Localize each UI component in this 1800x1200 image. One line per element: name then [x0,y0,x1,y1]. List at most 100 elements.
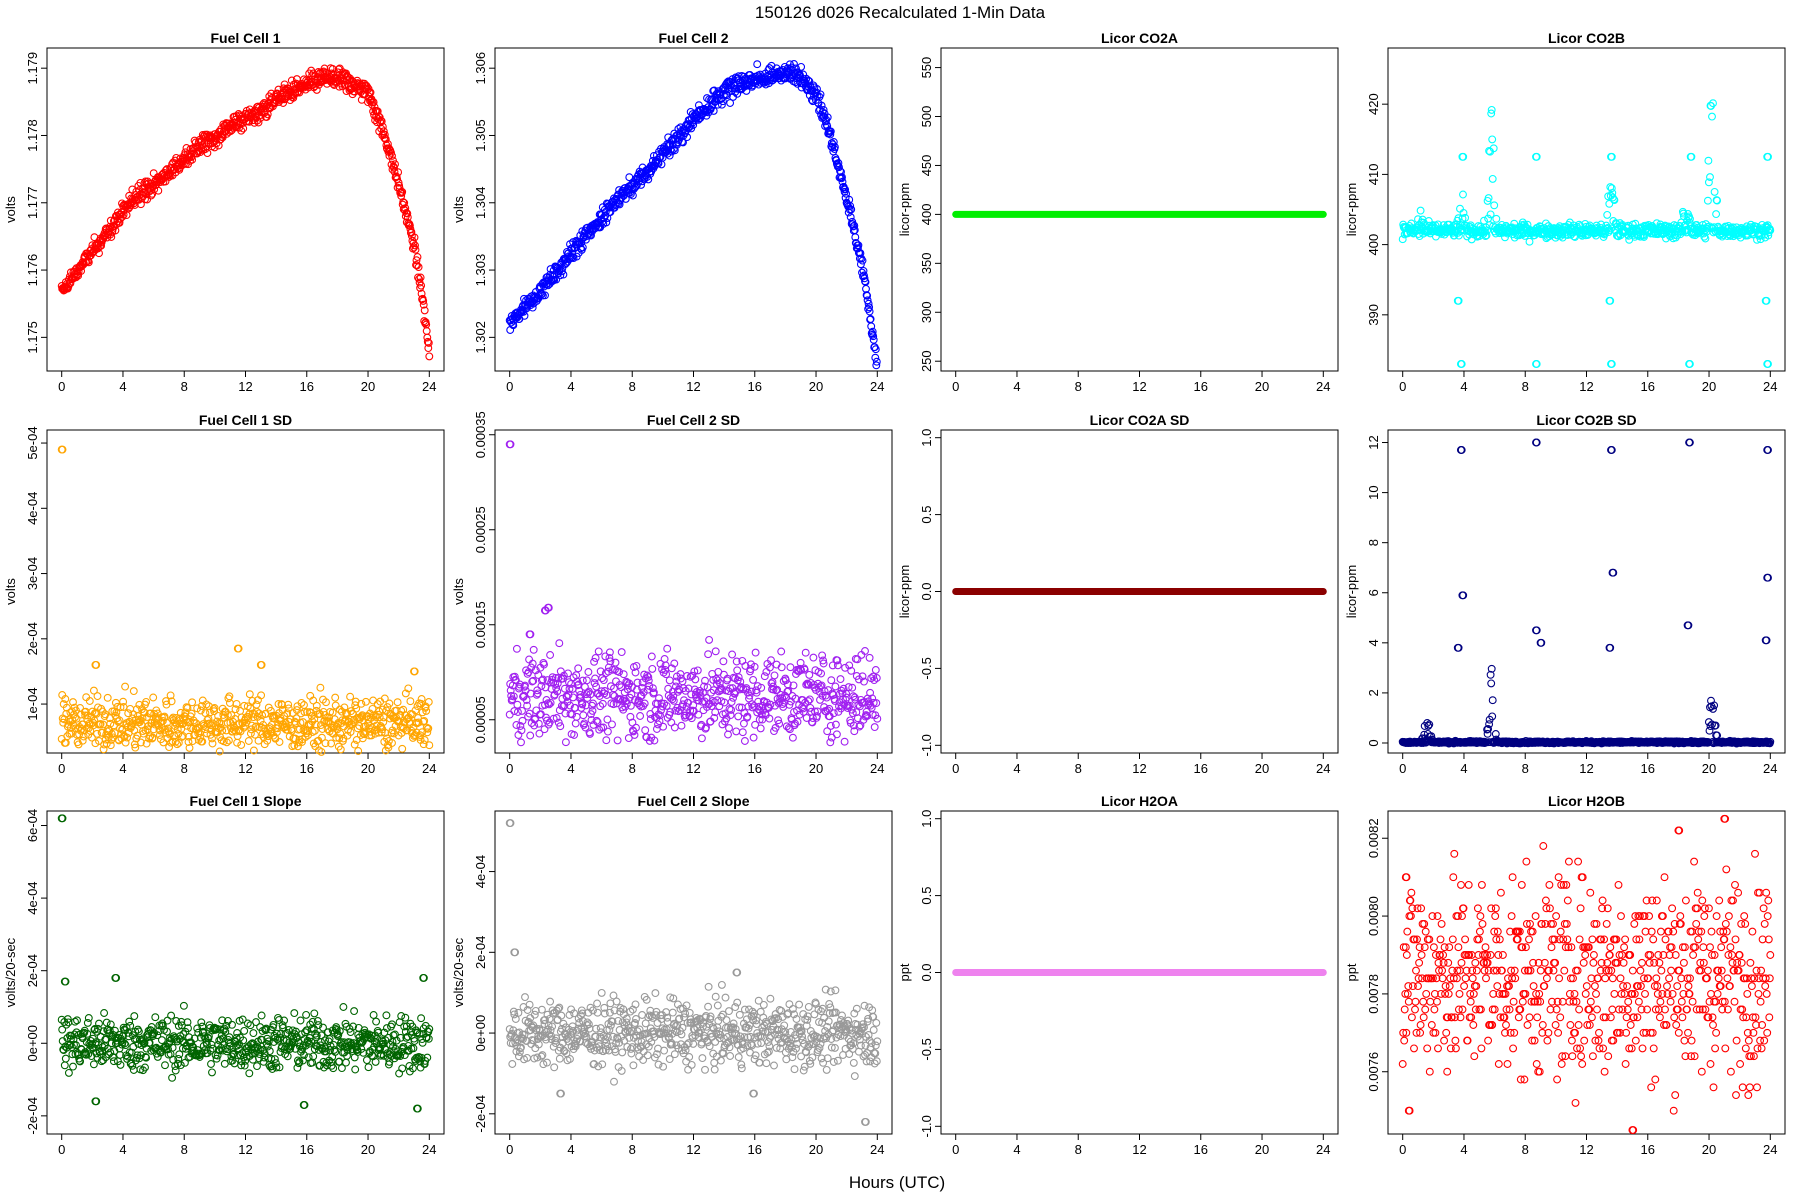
x-tick-label: 20 [361,761,375,776]
data-point [239,124,248,133]
data-point [143,725,152,734]
data-point [595,725,604,734]
data-point [1610,196,1619,205]
y-tick-label: 400 [919,204,934,226]
data-points [505,440,882,747]
data-point [148,189,157,198]
data-point [112,708,121,717]
data-point [865,307,874,316]
x-tick-label: 0 [952,379,959,394]
data-point [360,90,369,99]
data-point [835,163,843,172]
data-point [147,191,156,200]
data-point [72,706,80,715]
data-point [838,177,847,186]
data-point [532,706,541,715]
data-point [73,1016,81,1025]
data-point [1704,178,1713,187]
data-point [207,721,215,730]
panel-title: Licor CO2A SD [1090,412,1190,428]
data-point [842,189,851,198]
x-tick-label: 0 [952,761,959,776]
data-point [617,648,626,657]
x-tick-label: 4 [567,761,574,776]
data-point [243,702,252,711]
x-tick-label: 8 [1522,761,1529,776]
x-tick-label: 20 [1255,379,1269,394]
data-point [863,291,872,300]
data-point [734,712,743,721]
x-tick-label: 16 [1194,761,1208,776]
data-point [738,728,747,737]
data-point [854,241,863,250]
data-point [112,714,121,723]
y-tick-label: 0.00035 [473,411,488,458]
data-point [149,693,158,702]
x-tick-label: 20 [1702,379,1716,394]
data-point [850,221,859,230]
data-point [823,113,832,122]
data-point [667,718,676,727]
data-point [406,697,415,706]
data-point [711,647,720,656]
data-point [398,744,407,753]
data-point [96,720,104,729]
data-point [380,130,389,139]
data-point [1489,144,1498,153]
x-tick-label: 4 [119,379,126,394]
data-point [148,733,157,742]
data-point [728,650,737,659]
data-point [1678,227,1687,236]
data-point [740,737,749,745]
data-point [838,173,846,182]
data-point [636,712,645,720]
data-point [1525,237,1534,246]
data-point [69,1062,77,1071]
data-point [826,738,835,747]
data-point [717,94,726,103]
x-tick-label: 16 [1641,379,1655,394]
data-point [1603,223,1612,232]
data-point [182,703,191,712]
x-tick-label: 8 [1075,379,1082,394]
data-point [237,126,246,135]
panel-title: Licor CO2B SD [1536,412,1636,428]
data-point [151,1013,160,1022]
data-point [1607,152,1616,161]
data-point [732,727,741,736]
data-point [591,674,600,683]
y-axis-label: licor-ppm [897,183,912,236]
data-point [400,198,409,207]
data-point [869,335,878,344]
x-tick-label: 8 [1075,761,1082,776]
x-tick-label: 4 [1013,761,1020,776]
data-point [66,279,75,288]
data-point [83,711,92,720]
data-point [411,241,419,250]
figure-title: 150126 d026 Recalculated 1-Min Data [755,3,1046,22]
x-tick-label: 20 [1702,761,1716,776]
data-point [1416,206,1425,215]
data-point [412,256,421,265]
data-point [196,733,205,742]
x-tick-label: 24 [1763,761,1777,776]
data-point [417,289,426,298]
data-point [733,89,742,98]
data-point [827,676,836,685]
y-tick-label: 250 [919,350,934,372]
data-point [168,1073,177,1082]
data-point [1703,196,1712,205]
x-tick-label: 12 [1579,379,1593,394]
data-point [154,186,163,195]
data-point [806,81,815,90]
x-tick-label: 16 [1194,379,1208,394]
y-axis-label: licor-ppm [897,565,912,618]
data-point [110,729,119,738]
data-point [840,737,849,746]
data-point [210,704,219,712]
data-point [589,699,597,708]
data-point [788,733,797,742]
